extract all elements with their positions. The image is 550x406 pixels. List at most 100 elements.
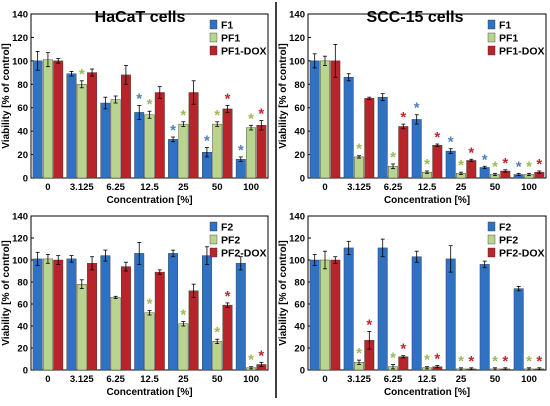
bar-pf2-dox-0	[330, 259, 341, 371]
bar-pf2-4	[178, 323, 189, 371]
x-tick-label: 50	[490, 182, 501, 193]
y-tick-label: 60	[17, 103, 28, 114]
legend-label-pf2-dox: PF2-DOX	[499, 248, 545, 260]
x-tick-label: 25	[178, 182, 189, 193]
legend-label-pf2: PF2	[499, 235, 518, 247]
column-title-scc15: SCC-15 cells	[367, 9, 464, 26]
bar-f1-2	[377, 96, 388, 179]
bar-pf1-5	[212, 123, 223, 179]
bar-pf1-dox-0	[330, 60, 341, 179]
y-tick-label: 20	[17, 150, 28, 161]
legend-label-pf1-dox: PF1-DOX	[221, 46, 267, 58]
significance-star: *	[502, 155, 508, 172]
x-axis-label: Concentration [%]	[384, 387, 470, 398]
significance-star: *	[214, 107, 220, 124]
y-tick-label: 20	[294, 150, 305, 161]
bar-pf2-dox-5	[222, 304, 233, 371]
y-tick-label: 80	[17, 80, 28, 91]
significance-star: *	[225, 90, 231, 107]
bar-pf2-dox-1	[87, 263, 98, 371]
significance-star: *	[356, 345, 362, 362]
bar-f2-6	[235, 263, 246, 371]
bar-pf1-dox-3	[432, 144, 443, 179]
y-axis-label: Viability [% of control]	[1, 240, 12, 345]
bar-pf1-dox-2	[398, 126, 409, 179]
significance-star: *	[258, 106, 264, 123]
legend-label-pf1-dox: PF1-DOX	[499, 46, 545, 58]
x-tick-label: 100	[243, 182, 259, 193]
legend-label-pf2-dox: PF2-DOX	[221, 248, 267, 260]
bar-pf1-6	[246, 127, 257, 179]
y-axis-label: Viability [% of control]	[1, 43, 12, 148]
legend-swatch-pf2-dox	[487, 247, 496, 258]
legend-label-f1: F1	[499, 20, 511, 32]
x-tick-label: 100	[243, 374, 259, 385]
bar-f2-5	[201, 255, 212, 371]
x-tick-label: 6.25	[106, 182, 125, 193]
legend-label-f2: F2	[221, 222, 233, 234]
bar-f2-3	[411, 256, 422, 371]
bar-pf1-dox-3	[154, 92, 165, 179]
y-tick-label: 80	[294, 80, 305, 91]
bar-pf2-0	[42, 258, 53, 371]
legend-label-pf1: PF1	[499, 33, 518, 45]
significance-star: *	[147, 96, 153, 113]
significance-star: *	[434, 351, 440, 368]
x-axis-label: Concentration [%]	[384, 195, 470, 206]
bar-f1-6	[235, 159, 246, 179]
significance-star: *	[526, 158, 532, 175]
bar-pf1-dox-4	[466, 160, 477, 179]
significance-star: *	[516, 158, 522, 175]
bar-pf1-3	[144, 114, 155, 179]
bar-f2-1	[66, 258, 77, 371]
significance-star: *	[248, 110, 254, 127]
x-tick-label: 50	[490, 374, 501, 385]
bar-f1-1	[66, 73, 77, 179]
x-tick-label: 0	[45, 374, 50, 385]
bar-f1-0	[309, 60, 320, 179]
significance-star: *	[180, 307, 186, 324]
x-tick-label: 3.125	[70, 182, 94, 193]
legend-swatch-pf1	[209, 32, 218, 43]
bar-pf2-dox-2	[120, 266, 131, 371]
bar-pf1-dox-5	[222, 108, 233, 179]
significance-star: *	[468, 353, 474, 370]
y-tick-label: 140	[289, 10, 305, 21]
bar-pf1-0	[42, 59, 53, 179]
x-tick-label: 3.125	[347, 374, 371, 385]
significance-star: *	[390, 149, 396, 166]
bar-pf1-2	[110, 99, 121, 179]
bar-f1-0	[32, 60, 43, 179]
x-tick-label: 25	[456, 182, 467, 193]
x-tick-label: 100	[521, 182, 537, 193]
significance-star: *	[526, 353, 532, 370]
legend-label-f1: F1	[221, 20, 233, 32]
bar-pf1-4	[178, 123, 189, 179]
y-tick-label: 80	[294, 278, 305, 289]
bar-pf1-dox-2	[120, 74, 131, 179]
y-tick-label: 0	[23, 174, 28, 185]
legend-swatch-pf2	[209, 234, 218, 245]
y-tick-label: 40	[17, 127, 28, 138]
x-tick-label: 100	[521, 374, 537, 385]
legend-swatch-f1	[487, 19, 496, 30]
significance-star: *	[536, 156, 542, 173]
bar-f1-3	[411, 119, 422, 179]
significance-star: *	[468, 144, 474, 161]
bar-f2-4	[168, 253, 179, 371]
bar-pf2-dox-0	[53, 259, 64, 371]
bar-f1-2	[100, 102, 111, 179]
y-tick-label: 80	[17, 278, 28, 289]
legend-label-pf1: PF1	[221, 33, 240, 45]
y-tick-label: 60	[294, 103, 305, 114]
legend-swatch-pf2	[487, 234, 496, 245]
legend-label-f2: F2	[499, 222, 511, 234]
x-tick-label: 3.125	[70, 374, 94, 385]
bar-pf2-5	[212, 341, 223, 371]
legend-label-pf2: PF2	[221, 235, 240, 247]
significance-star: *	[424, 156, 430, 173]
bar-f2-3	[134, 253, 145, 371]
significance-star: *	[424, 352, 430, 369]
